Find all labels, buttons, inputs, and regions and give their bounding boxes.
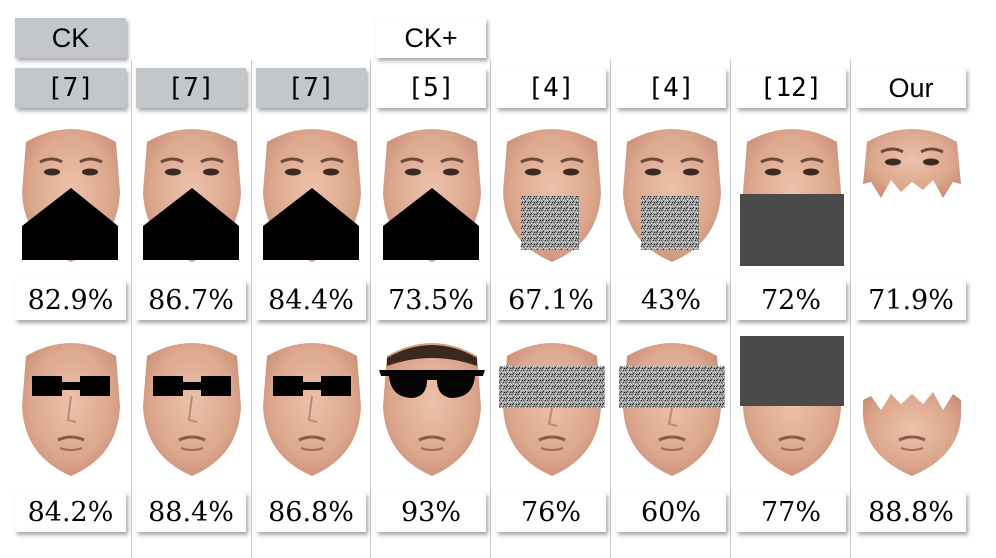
accuracy-value: 84.4%: [256, 280, 366, 320]
face-image-gray-rect: [740, 336, 844, 476]
accuracy-value: 77%: [736, 492, 846, 532]
column-header-ref: [12]: [736, 68, 846, 108]
column-separator: [370, 60, 371, 558]
column-header-ref: [5]: [376, 68, 486, 108]
accuracy-value: 43%: [616, 280, 726, 320]
accuracy-value: 67.1%: [496, 280, 606, 320]
face-image-black-eye-bar: [143, 343, 241, 476]
column-separator: [730, 60, 731, 558]
column-separator: [610, 60, 611, 558]
face-image-noise-square: [503, 129, 601, 262]
face-image-black-eye-bar: [22, 343, 120, 476]
column-header-ours: Our: [856, 68, 966, 108]
accuracy-value: 60%: [616, 492, 726, 532]
column-header-ref: [7]: [256, 68, 366, 108]
face-image-black-pentagon: [383, 129, 481, 262]
column-separator: [131, 60, 132, 558]
face-image-black-pentagon: [22, 129, 120, 262]
accuracy-value: 88.8%: [856, 492, 966, 532]
dataset-label-ck: CK: [15, 18, 126, 58]
column-separator: [251, 60, 252, 558]
column-separator: [490, 60, 491, 558]
face-image-black-eye-bar: [263, 343, 361, 476]
accuracy-value: 84.2%: [15, 492, 126, 532]
face-image-sunglasses: [379, 343, 485, 476]
accuracy-value: 86.8%: [256, 492, 366, 532]
column-header-ref: [4]: [496, 68, 606, 108]
accuracy-value: 72%: [736, 280, 846, 320]
column-header-ref: [7]: [15, 68, 126, 108]
accuracy-value: 86.7%: [136, 280, 246, 320]
column-separator: [850, 60, 851, 558]
face-image-crop-lower-only: [863, 392, 961, 476]
accuracy-value: 73.5%: [376, 280, 486, 320]
accuracy-value: 93%: [376, 492, 486, 532]
face-image-crop-upper-only: [863, 129, 961, 198]
face-image-gray-rect: [740, 129, 844, 266]
face-image-black-pentagon: [143, 129, 241, 262]
face-image-black-pentagon: [263, 129, 361, 262]
accuracy-value: 88.4%: [136, 492, 246, 532]
face-image-noise-strip: [619, 343, 725, 476]
column-header-ref: [4]: [616, 68, 726, 108]
accuracy-value: 76%: [496, 492, 606, 532]
accuracy-value: 71.9%: [856, 280, 966, 320]
accuracy-value: 82.9%: [15, 280, 126, 320]
face-image-noise-strip: [499, 343, 605, 476]
face-image-noise-square: [623, 129, 721, 262]
column-header-ref: [7]: [136, 68, 246, 108]
dataset-label-ck-plus: CK+: [376, 18, 486, 58]
